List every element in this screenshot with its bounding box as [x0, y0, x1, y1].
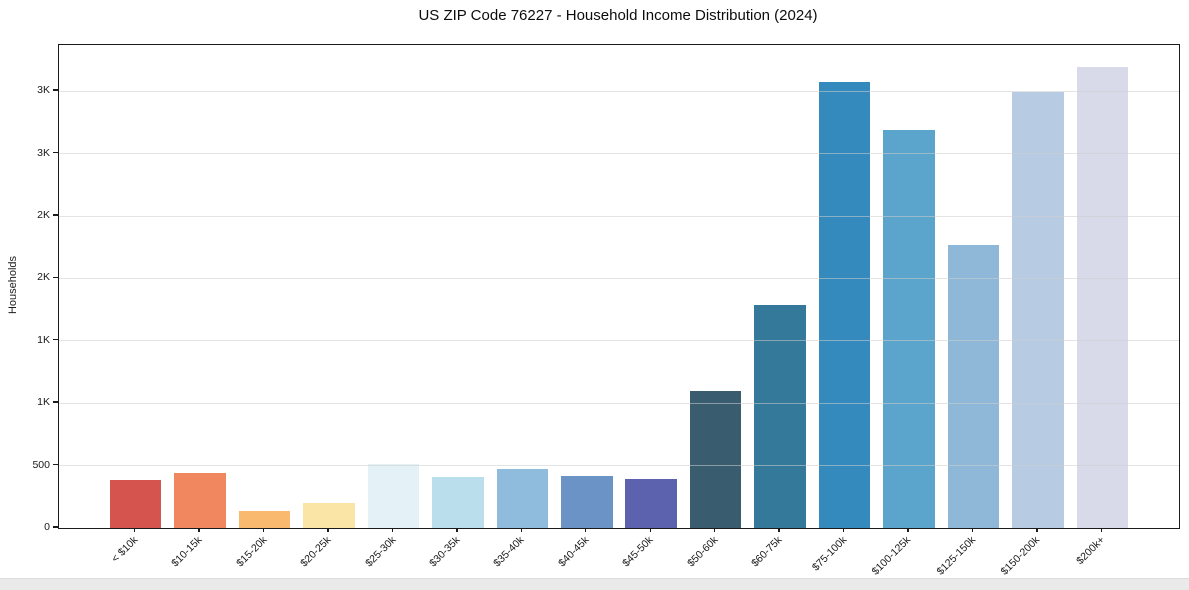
bar-60-75k [754, 305, 806, 528]
y-tick-mark [53, 151, 58, 154]
y-tick-label: 2K [37, 271, 50, 284]
bar-40-45k [561, 476, 613, 528]
x-tick-label: $150-200k [998, 534, 1043, 578]
y-tick-mark [53, 463, 58, 466]
gridline-y-3500 [59, 90, 1179, 92]
y-tick-label: 1K [37, 396, 50, 409]
x-tick-label: $50-60k [684, 534, 721, 570]
y-tick-mark [53, 214, 58, 216]
x-tick-mark [391, 528, 394, 533]
y-tick-label: 500 [32, 458, 50, 471]
bar-25-30k [367, 464, 420, 528]
x-tick-mark [133, 528, 136, 533]
y-tick-mark [53, 339, 58, 341]
bar-20-25k [303, 503, 355, 528]
x-tick-label: $20-25k [298, 534, 334, 570]
x-tick-mark [1100, 528, 1102, 533]
x-tick-mark [842, 528, 845, 533]
y-tick-mark [53, 276, 58, 279]
gridline-y-2000 [59, 277, 1179, 279]
plot-area [58, 44, 1180, 529]
gridline-y-1000 [59, 402, 1179, 404]
x-tick-mark [327, 528, 329, 533]
bar-30-35k [432, 476, 484, 528]
x-tick-label: $45-50k [620, 534, 656, 570]
gridline-y-3000 [59, 153, 1179, 155]
bar-75-100k [818, 81, 871, 528]
y-tick-mark [53, 401, 58, 403]
gridline-y-2500 [59, 215, 1179, 217]
bar-45-50k [625, 478, 677, 528]
x-tick-label: $100-125k [869, 534, 914, 578]
x-tick-label: $75-100k [809, 534, 850, 574]
x-tick-label: $125-150k [934, 534, 978, 578]
bar-35-40k [496, 468, 549, 528]
x-tick-label: $200k+ [1073, 534, 1107, 568]
y-tick-mark [53, 89, 58, 91]
bar-10k [109, 479, 162, 528]
x-tick-mark [971, 528, 974, 533]
y-tick-label: 3K [37, 84, 50, 97]
x-tick-mark [778, 528, 780, 533]
x-tick-label: $60-75k [749, 534, 785, 570]
x-tick-mark [585, 528, 587, 533]
bar-100-125k [883, 129, 935, 528]
bar-200k [1076, 67, 1129, 528]
x-tick-mark [456, 528, 458, 533]
gridline-y-1500 [59, 340, 1179, 342]
y-tick-mark [53, 526, 58, 528]
x-tick-label: $10-15k [169, 534, 205, 570]
x-tick-mark [907, 528, 909, 533]
bar-50-60k [689, 391, 742, 528]
x-tick-mark [262, 528, 265, 533]
x-tick-label: < $10k [109, 534, 141, 565]
chart-title: US ZIP Code 76227 - Household Income Dis… [418, 7, 818, 24]
x-tick-mark [198, 528, 200, 533]
x-tick-mark [649, 528, 651, 533]
y-tick-label: 1K [37, 333, 50, 346]
bar-10-15k [174, 473, 226, 528]
y-axis-label: Households [7, 255, 19, 315]
x-tick-mark [713, 528, 716, 533]
x-tick-label: $35-40k [491, 534, 527, 570]
y-tick-label: 2K [37, 208, 50, 221]
bar-15-20k [238, 511, 291, 528]
bar-125-150k [947, 244, 1000, 528]
y-tick-label: 3K [37, 146, 50, 159]
x-tick-label: $15-20k [233, 534, 270, 570]
y-tick-label: 0 [44, 521, 50, 533]
x-tick-label: $40-45k [555, 534, 592, 570]
x-tick-mark [520, 528, 523, 533]
x-tick-mark [1036, 528, 1038, 533]
window-bottom-strip [0, 578, 1189, 590]
gridline-y-500 [59, 465, 1179, 467]
x-tick-label: $25-30k [362, 534, 398, 570]
bar-150-200k [1012, 92, 1064, 528]
x-tick-label: $30-35k [427, 534, 463, 570]
